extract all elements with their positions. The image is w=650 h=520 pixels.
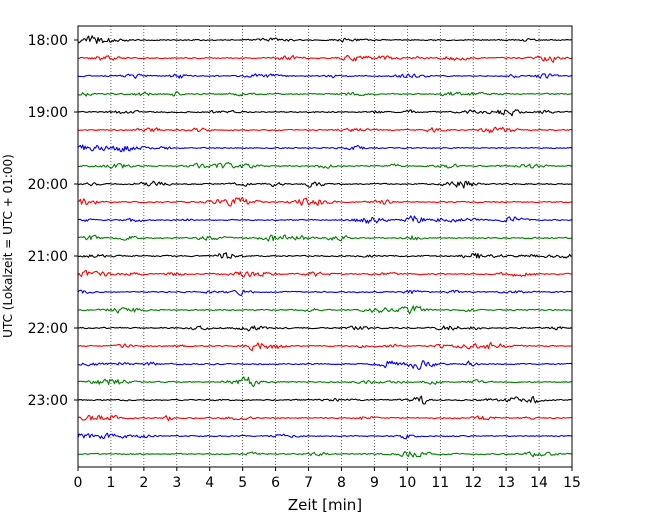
x-tick-label: 11 bbox=[431, 475, 449, 491]
plot-frame bbox=[77, 25, 573, 468]
seismic-trace bbox=[77, 395, 573, 405]
seismic-trace bbox=[77, 360, 573, 371]
seismic-trace bbox=[77, 414, 573, 422]
x-tick-label: 5 bbox=[238, 475, 247, 491]
y-tick-label: 20:00 bbox=[28, 177, 68, 193]
seismic-trace bbox=[77, 91, 573, 97]
seismic-trace bbox=[77, 269, 573, 278]
seismic-trace bbox=[77, 450, 573, 458]
y-tick-label: 18:00 bbox=[28, 33, 68, 49]
x-axis-label: Zeit [min] bbox=[288, 496, 362, 514]
y-ticks: 18:00 19:00 20:00 21:00 22:00 23:00 bbox=[28, 33, 78, 409]
x-tick-label: 15 bbox=[563, 475, 581, 491]
seismic-trace bbox=[77, 376, 572, 388]
y-tick-label: 19:00 bbox=[28, 105, 68, 121]
seismic-trace bbox=[77, 54, 573, 63]
seismic-trace bbox=[77, 35, 572, 45]
x-tick-label: 14 bbox=[530, 475, 548, 491]
plot-area bbox=[78, 26, 572, 467]
seismic-trace bbox=[77, 289, 573, 296]
x-tick-label: 13 bbox=[497, 475, 515, 491]
seismic-trace bbox=[77, 144, 573, 153]
seismic-trace bbox=[77, 161, 573, 169]
seismic-trace bbox=[77, 215, 573, 224]
seismic-trace bbox=[77, 180, 573, 189]
seismic-trace bbox=[77, 234, 573, 242]
x-tick-label: 3 bbox=[172, 475, 181, 491]
traces bbox=[77, 35, 573, 458]
x-ticks: 0 1 2 3 4 5 6 7 8 9 10 11 12 13 14 15 bbox=[74, 467, 581, 491]
seismic-trace bbox=[77, 305, 573, 315]
y-tick-label: 21:00 bbox=[28, 249, 68, 265]
seismic-trace bbox=[77, 73, 573, 79]
y-tick-label: 22:00 bbox=[28, 321, 68, 337]
y-tick-label: 23:00 bbox=[28, 393, 68, 409]
x-tick-label: 4 bbox=[205, 475, 214, 491]
seismic-trace bbox=[77, 126, 573, 134]
x-tick-label: 9 bbox=[370, 475, 379, 491]
seismic-trace bbox=[77, 325, 573, 332]
x-tick-label: 10 bbox=[398, 475, 416, 491]
x-tick-label: 6 bbox=[271, 475, 280, 491]
x-tick-label: 8 bbox=[337, 475, 346, 491]
x-tick-label: 1 bbox=[106, 475, 115, 491]
seismic-trace bbox=[77, 252, 573, 259]
seismic-trace bbox=[78, 341, 573, 352]
seismic-trace bbox=[77, 432, 573, 440]
seismic-trace bbox=[77, 109, 573, 117]
y-axis-label: UTC (Lokalzeit = UTC + 01:00) bbox=[1, 154, 15, 338]
x-tick-label: 12 bbox=[464, 475, 482, 491]
x-tick-label: 0 bbox=[74, 475, 83, 491]
x-tick-label: 7 bbox=[304, 475, 313, 491]
seismic-trace bbox=[77, 197, 573, 207]
x-tick-label: 2 bbox=[139, 475, 148, 491]
